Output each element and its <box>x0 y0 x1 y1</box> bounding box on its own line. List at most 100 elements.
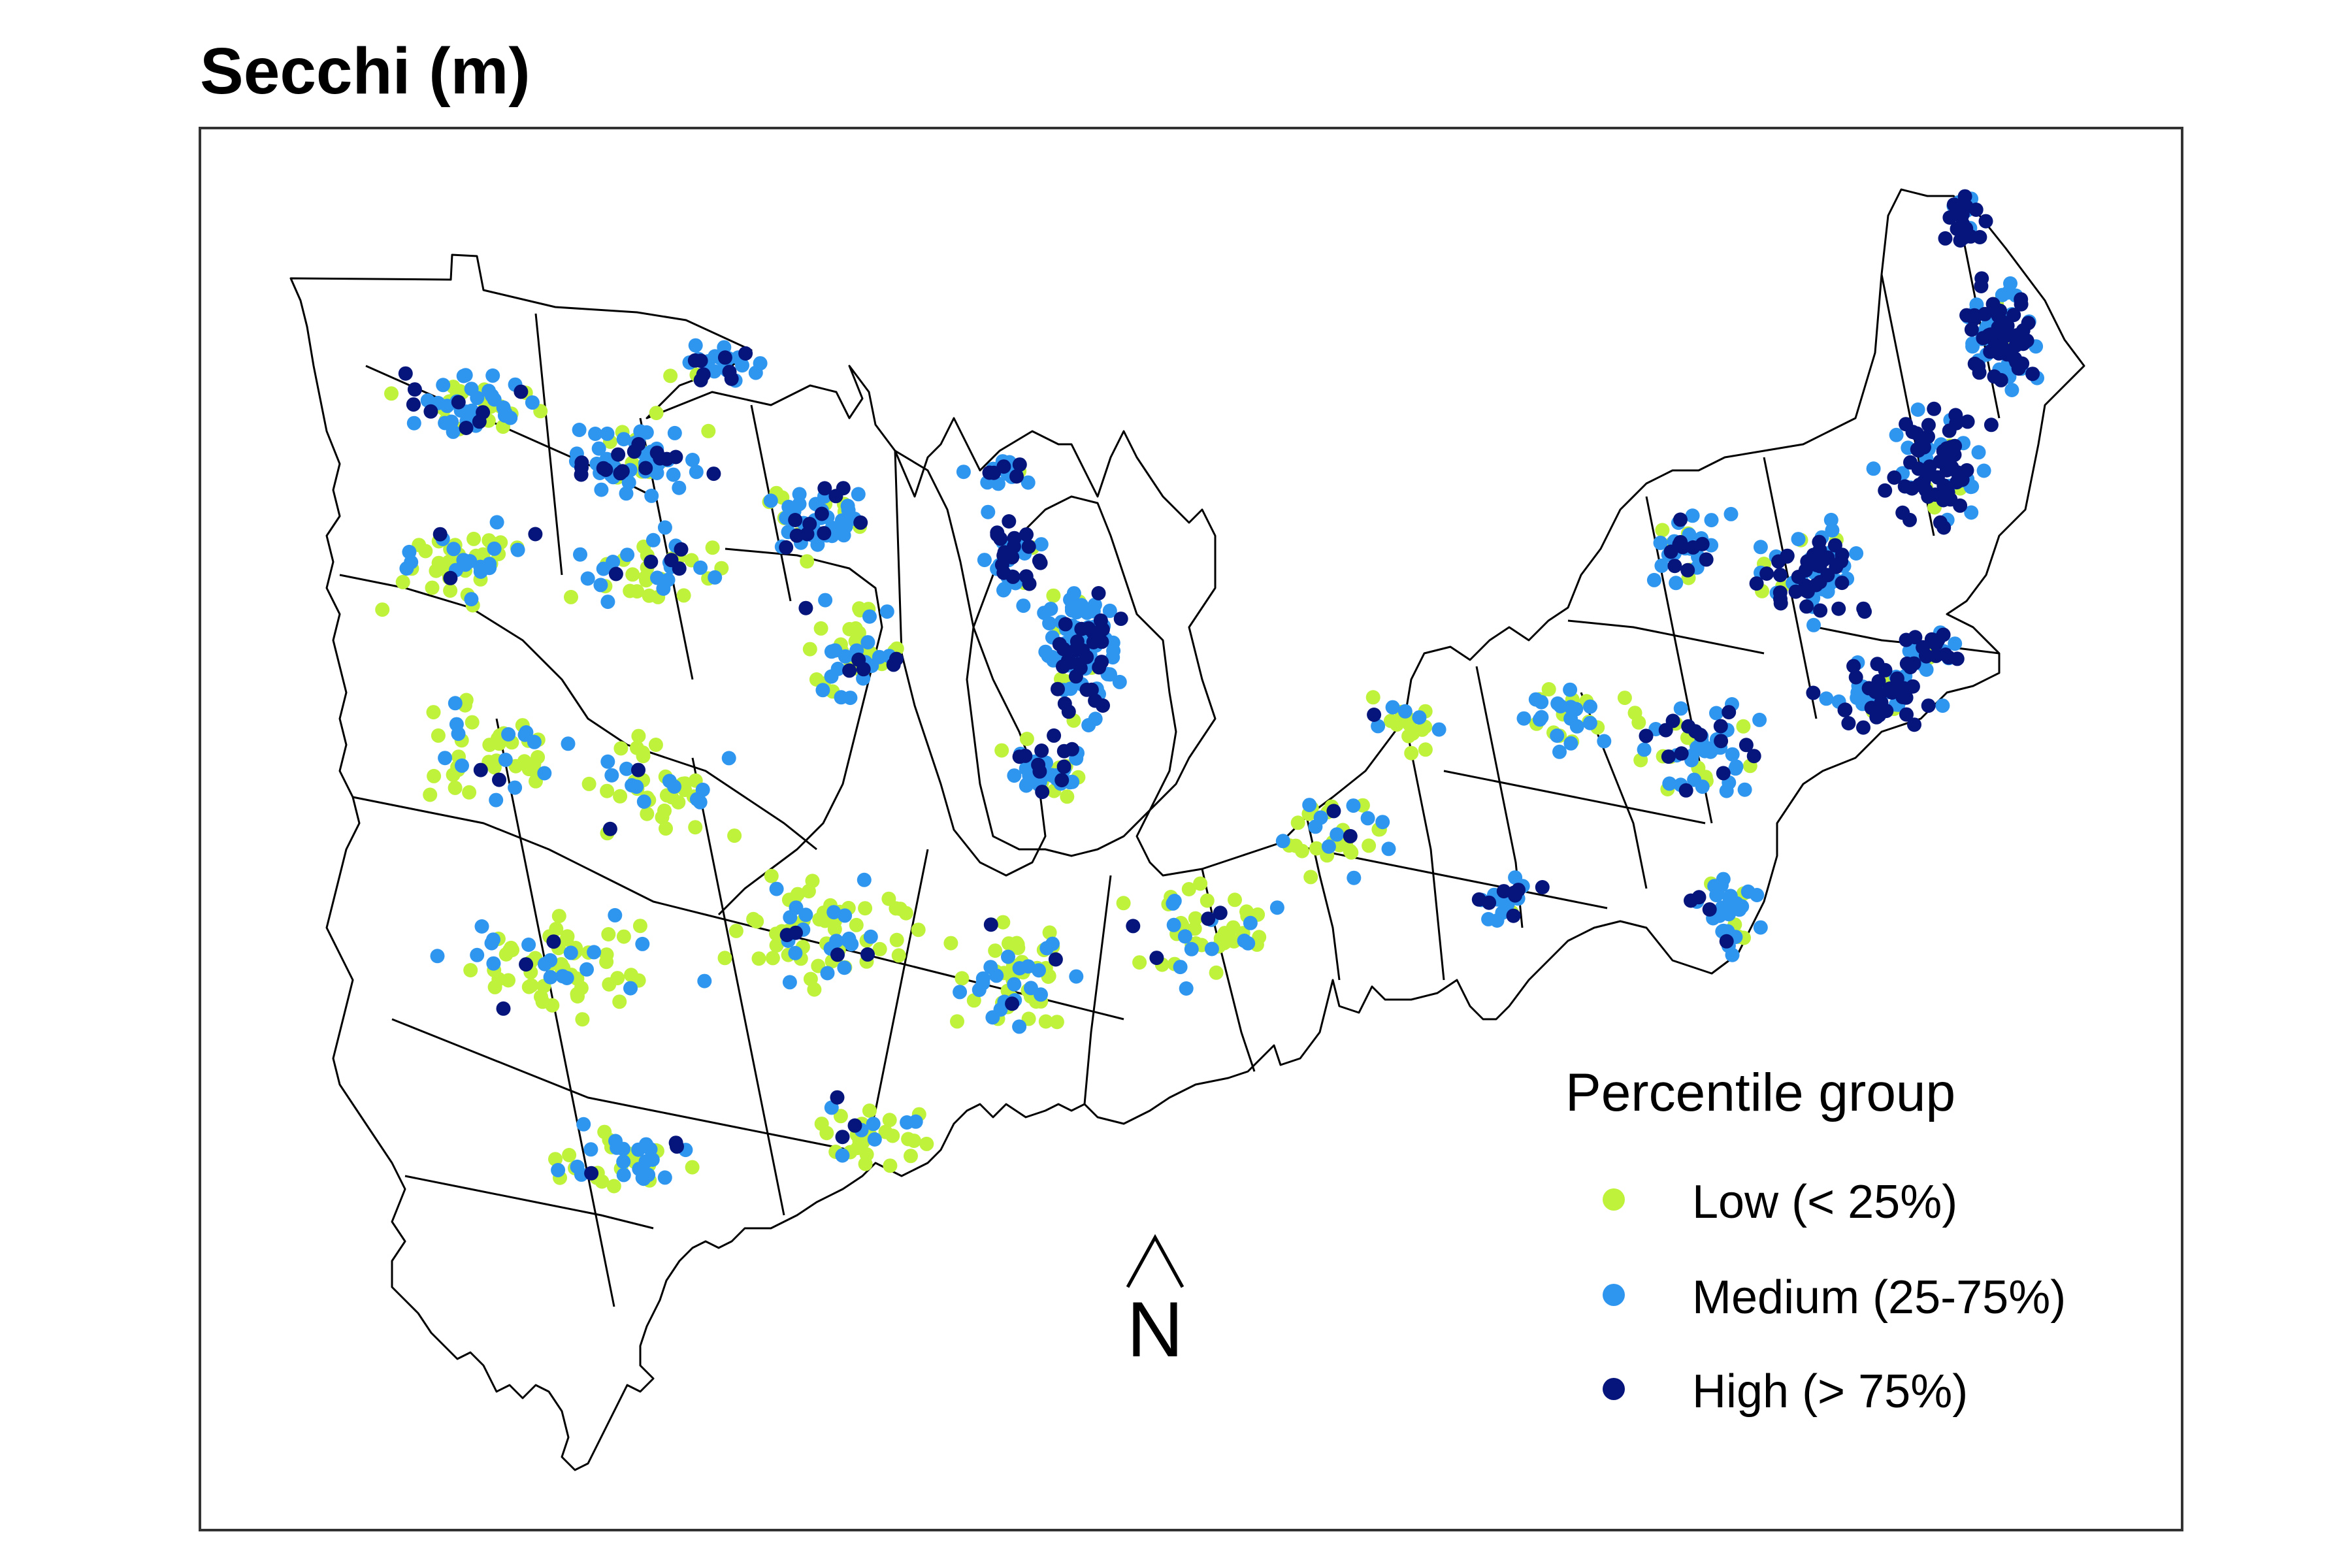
site-point-high <box>1936 478 1952 493</box>
site-point-low <box>891 948 906 963</box>
site-point-medium <box>863 929 878 944</box>
site-point-high <box>2000 347 2014 362</box>
site-point-high <box>1899 656 1914 671</box>
site-point-medium <box>1889 427 1904 442</box>
map-frame <box>199 127 2183 1531</box>
site-point-high <box>1012 457 1027 472</box>
site-point-low <box>395 574 410 589</box>
site-point-medium <box>753 356 768 371</box>
site-point-medium <box>834 513 849 528</box>
site-point-low <box>562 1148 577 1162</box>
site-point-low <box>994 743 1009 758</box>
site-point-high <box>1841 716 1856 730</box>
site-point-low <box>429 563 444 578</box>
north-arrow-label: N <box>1127 1286 1184 1373</box>
site-point-low <box>574 981 589 996</box>
site-point-medium <box>838 908 853 923</box>
site-point-low <box>426 705 441 720</box>
site-point-low <box>749 914 764 929</box>
site-point-medium <box>1791 532 1806 547</box>
site-point-medium <box>1103 667 1117 682</box>
site-point-medium <box>1302 798 1317 813</box>
site-point-high <box>779 540 794 555</box>
site-point-low <box>1049 1015 1064 1030</box>
site-point-medium <box>661 572 676 587</box>
site-point-high <box>1931 632 1946 647</box>
site-point-low <box>1019 732 1034 746</box>
site-point-medium <box>1313 810 1328 825</box>
site-point-low <box>1181 882 1196 896</box>
site-point-high <box>1960 414 1975 429</box>
site-point-medium <box>436 378 451 393</box>
site-point-medium <box>1550 696 1565 711</box>
site-point-medium <box>689 465 704 480</box>
site-point-low <box>625 567 640 582</box>
site-point-medium <box>667 779 681 794</box>
site-point-low <box>1414 722 1429 737</box>
site-point-high <box>1091 586 1106 600</box>
site-point-medium <box>619 761 634 776</box>
site-point-high <box>802 517 817 531</box>
site-point-high <box>1967 308 1982 323</box>
site-point-medium <box>1481 911 1496 926</box>
site-point-high <box>638 461 653 476</box>
site-point-medium <box>1385 700 1400 715</box>
site-point-low <box>1132 955 1147 970</box>
site-point-low <box>1252 930 1267 945</box>
site-point-high <box>1993 372 2008 387</box>
site-point-medium <box>1850 691 1865 706</box>
site-point-medium <box>606 555 621 569</box>
site-point-medium <box>1662 776 1677 791</box>
site-point-medium <box>486 956 501 971</box>
site-point-low <box>524 978 539 993</box>
site-point-medium <box>580 962 594 977</box>
site-point-high <box>1060 653 1075 668</box>
site-point-high <box>1021 539 1036 554</box>
site-point-high <box>1806 547 1821 563</box>
site-point-low <box>1617 691 1632 706</box>
site-point-low <box>425 580 440 595</box>
site-point-high <box>1911 461 1926 476</box>
site-point-high <box>1936 493 1951 508</box>
site-point-medium <box>1825 523 1840 538</box>
site-point-medium <box>510 542 525 557</box>
site-point-high <box>1984 417 1999 433</box>
site-point-medium <box>835 1148 850 1163</box>
site-point-medium <box>559 971 574 985</box>
site-point-medium <box>1371 719 1386 734</box>
site-point-high <box>1678 783 1693 798</box>
site-point-high <box>836 481 851 496</box>
site-point-high <box>990 527 1005 542</box>
site-point-medium <box>1597 734 1612 749</box>
site-point-high <box>443 570 458 585</box>
site-point-high <box>1702 902 1717 917</box>
site-point-high <box>398 366 413 381</box>
site-point-low <box>443 583 458 598</box>
site-point-medium <box>1375 815 1390 830</box>
site-point-high <box>1872 708 1887 723</box>
site-point-high <box>1691 890 1707 905</box>
site-point-low <box>764 868 779 883</box>
site-point-medium <box>1173 960 1188 975</box>
site-point-high <box>674 542 689 557</box>
site-point-medium <box>1516 711 1531 726</box>
site-point-medium <box>487 392 502 407</box>
site-point-medium <box>1552 744 1567 759</box>
site-point-high <box>1896 681 1911 696</box>
site-point-medium <box>956 465 971 480</box>
site-point-low <box>1187 921 1202 936</box>
site-point-low <box>548 1152 563 1167</box>
site-point-low <box>1362 838 1377 853</box>
site-point-low <box>1213 931 1228 946</box>
site-point-low <box>465 715 480 730</box>
site-point-medium <box>1021 475 1036 490</box>
site-point-high <box>1064 742 1079 757</box>
site-point-low <box>705 540 720 555</box>
site-point-low <box>1303 870 1318 885</box>
site-point-high <box>1831 601 1846 616</box>
site-point-high <box>1820 568 1835 583</box>
site-point-medium <box>1654 558 1669 573</box>
site-point-high <box>1978 214 1993 229</box>
site-point-medium <box>1069 605 1084 620</box>
site-point-low <box>996 915 1011 930</box>
